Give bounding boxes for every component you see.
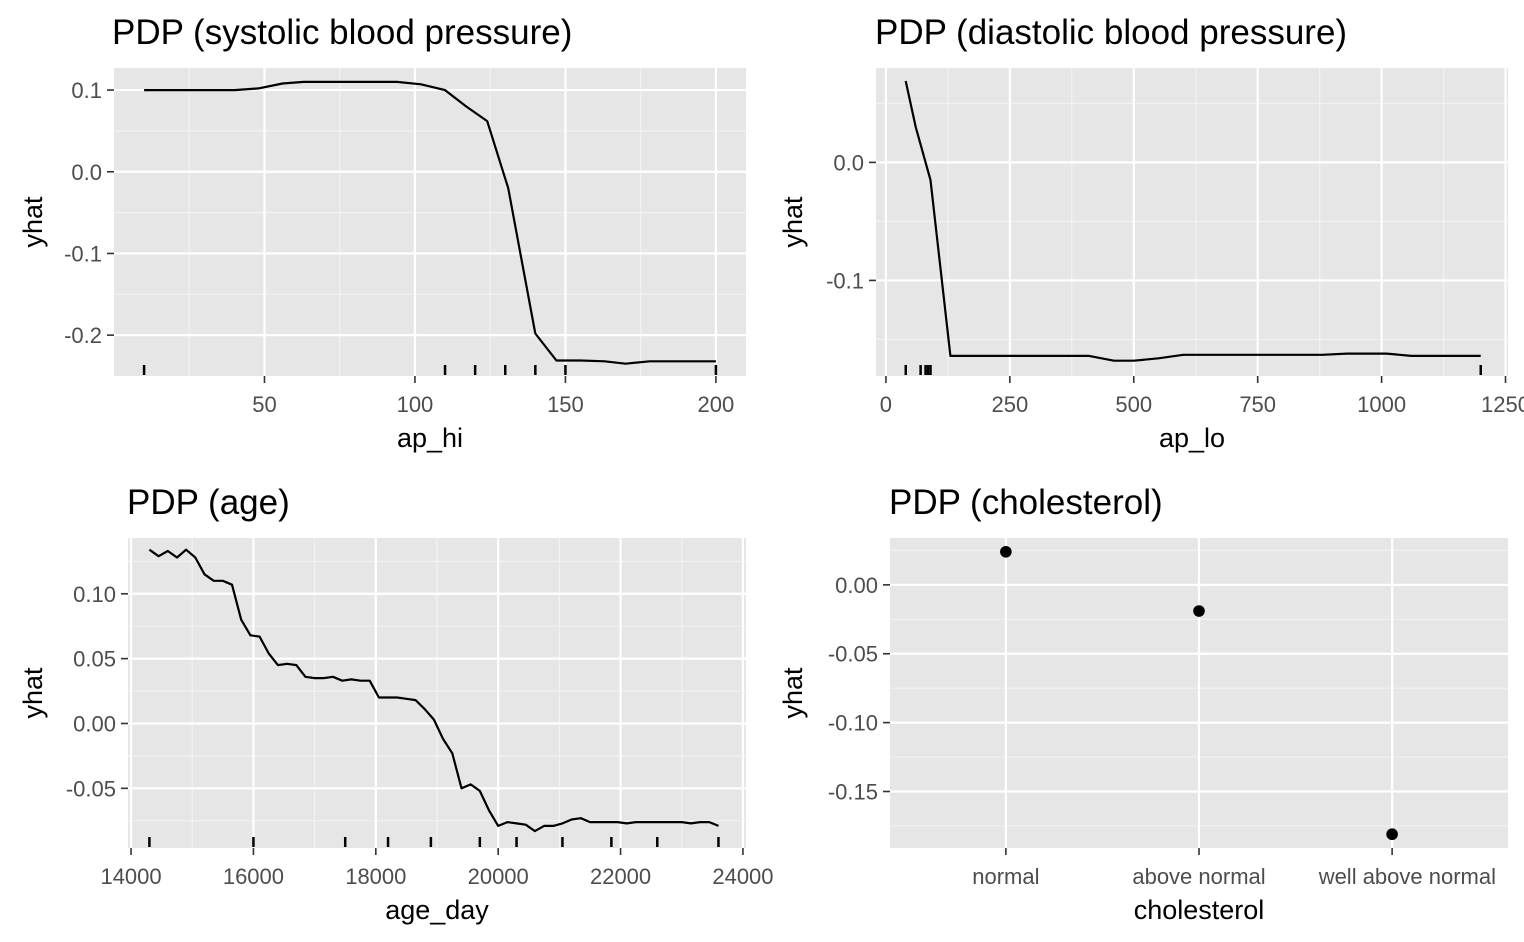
series-line	[148, 548, 719, 833]
y-tick-label: -0.15	[828, 780, 878, 805]
data-point	[1386, 828, 1398, 841]
y-tick-label: 0.1	[71, 78, 102, 103]
x-tick-label: 20000	[468, 864, 529, 889]
x-tick-label: 500	[1115, 392, 1152, 417]
y-tick-label: -0.1	[826, 268, 864, 293]
y-tick-label: 0.10	[73, 582, 116, 607]
panel-1: 0.1 0.0 -0.1 -0.2 50 100 150 200 PDP (systolic b…	[18, 13, 746, 453]
y-axis-title: yhat	[778, 667, 808, 719]
x-tick-label: 0	[880, 392, 892, 417]
panel-title: PDP (cholesterol)	[889, 483, 1163, 522]
series-line	[904, 80, 1481, 362]
axes: 0.1 0.0 -0.1 -0.2 50 100 150 200	[64, 78, 734, 417]
x-tick-label: 14000	[100, 864, 161, 889]
data-marks	[1000, 545, 1398, 841]
x-tick-label: 250	[991, 392, 1028, 417]
data-point	[1193, 605, 1205, 617]
axes: 0.10 0.05 0.00 -0.05 14000 16000 18000 20000 220…	[66, 582, 774, 889]
panel-title: PDP (age)	[127, 483, 290, 522]
y-axis-title: yhat	[18, 196, 48, 248]
x-tick-label: 750	[1239, 392, 1276, 417]
x-tick-label: 16000	[223, 864, 284, 889]
y-axis-title: yhat	[18, 667, 48, 719]
panel-3: 0.10 0.05 0.00 -0.05 14000 16000 18000 20000 220…	[18, 483, 774, 925]
x-tick-label: 150	[547, 392, 584, 417]
x-tick-label: normal	[972, 864, 1039, 889]
x-axis-title: ap_lo	[1159, 423, 1225, 453]
y-tick-label: 0.0	[833, 150, 864, 175]
y-tick-label: 0.0	[71, 160, 102, 185]
gridlines	[890, 538, 1508, 848]
data-marks	[142, 80, 718, 375]
x-tick-label: well above normal	[1318, 864, 1496, 889]
y-tick-label: -0.05	[66, 776, 116, 801]
panel-2: 0.0 -0.1 0 250 500 750 1000 1250 PDP (diastolic …	[778, 13, 1524, 453]
y-tick-label: -0.05	[828, 642, 878, 667]
series-line	[144, 80, 716, 365]
data-point	[1000, 545, 1012, 558]
y-tick-label: -0.2	[64, 323, 102, 348]
panel-4: 0.00 -0.05 -0.10 -0.15 normal above normal wel…	[778, 483, 1508, 925]
y-tick-label: 0.00	[73, 711, 116, 736]
y-tick-label: -0.1	[64, 241, 102, 266]
x-tick-label: 200	[698, 392, 735, 417]
y-axis-title: yhat	[778, 196, 808, 248]
x-tick-label: 24000	[712, 864, 773, 889]
x-axis-title: age_day	[385, 895, 489, 925]
panel-title: PDP (systolic blood pressure)	[112, 13, 572, 52]
axes: 0.00 -0.05 -0.10 -0.15 normal above normal wel…	[828, 573, 1496, 889]
y-tick-label: 0.00	[835, 573, 878, 598]
x-tick-label: above normal	[1132, 864, 1265, 889]
y-tick-label: 0.05	[73, 647, 116, 672]
gridlines	[128, 538, 746, 848]
x-tick-label: 50	[252, 392, 276, 417]
gridlines	[876, 68, 1508, 376]
x-tick-label: 22000	[590, 864, 651, 889]
x-axis-title: cholesterol	[1134, 895, 1265, 925]
data-marks	[148, 548, 720, 847]
x-tick-label: 18000	[345, 864, 406, 889]
axes: 0.0 -0.1 0 250 500 750 1000 1250	[826, 150, 1524, 417]
data-marks	[904, 80, 1482, 375]
x-tick-label: 1250	[1481, 392, 1524, 417]
y-tick-label: -0.10	[828, 711, 878, 736]
x-axis-title: ap_hi	[397, 423, 463, 453]
panel-title: PDP (diastolic blood pressure)	[875, 13, 1347, 52]
x-tick-label: 100	[397, 392, 434, 417]
plot-background	[114, 68, 746, 376]
x-tick-label: 1000	[1357, 392, 1406, 417]
